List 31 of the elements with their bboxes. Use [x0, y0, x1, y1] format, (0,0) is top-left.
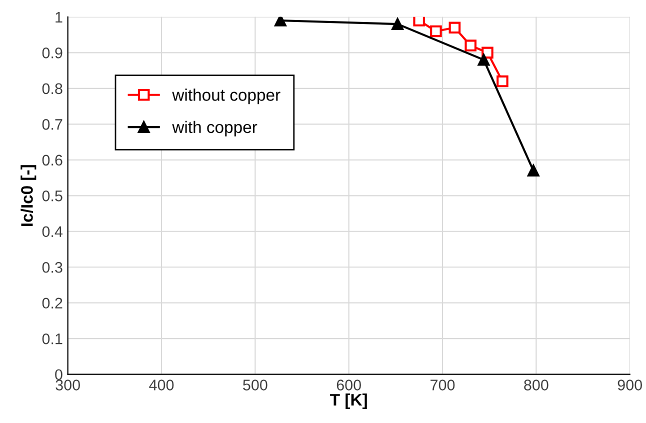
x-tick-label: 300 [56, 380, 80, 390]
legend-label: without copper [172, 88, 280, 104]
y-tick-label: 0.9 [42, 48, 62, 58]
point [274, 16, 286, 26]
point [392, 18, 404, 30]
y-tick-label: 0.2 [42, 298, 62, 309]
y-tick-label: 0.5 [42, 190, 62, 202]
point [496, 75, 508, 88]
y-tick-label: 0.1 [42, 333, 62, 344]
y-tick-label: 0.8 [42, 83, 62, 94]
y-axis-title: Ic/Ic0 [-] [20, 165, 36, 226]
point [478, 54, 490, 66]
x-tick-label: 500 [243, 380, 268, 390]
point [448, 22, 461, 34]
point [464, 40, 477, 52]
point [527, 164, 540, 177]
x-tick-label: 900 [618, 380, 642, 390]
x-tick-label: 400 [149, 380, 174, 390]
x-tick-label: 800 [524, 380, 548, 390]
legend-label: with copper [172, 120, 258, 136]
y-tick-label: 0.7 [42, 119, 62, 130]
y-tick-label: 0.4 [42, 226, 63, 238]
x-axis-title: T [K] [330, 393, 367, 409]
x-tick-label: 700 [430, 380, 455, 390]
y-tick-label: 1 [56, 12, 62, 22]
point [430, 25, 442, 38]
y-tick-label: 0.3 [42, 262, 62, 273]
point [413, 16, 425, 26]
y-tick-label: 0.6 [42, 154, 62, 166]
y-tick-label: 0 [55, 369, 62, 380]
x-tick-label: 600 [336, 380, 361, 390]
